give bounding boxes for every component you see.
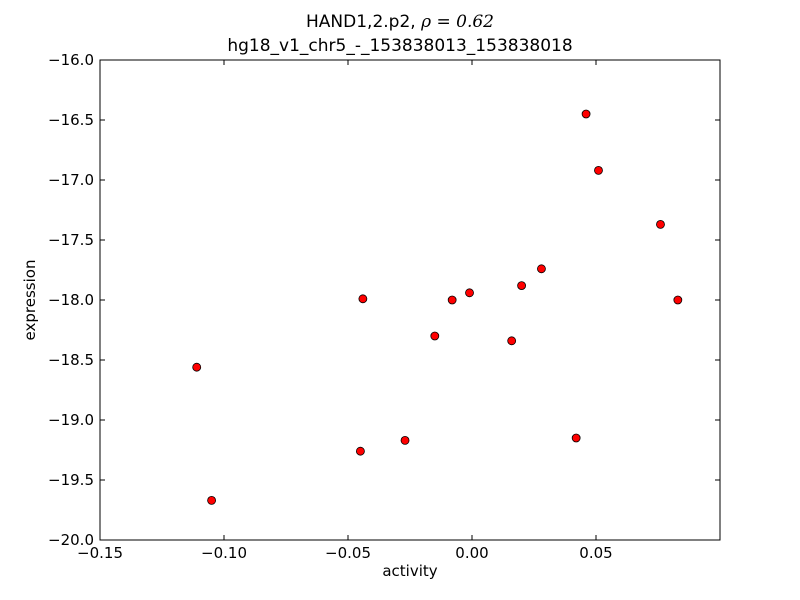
x-tick-label: −0.15: [77, 544, 123, 562]
chart-title-rho: ρ = 0.62: [421, 12, 494, 32]
chart-title-text: HAND1,2.p2,: [306, 12, 422, 32]
plot-frame: [99, 59, 721, 541]
x-tick-label: 0.05: [579, 544, 612, 562]
data-point: [207, 495, 217, 505]
data-point: [673, 295, 683, 305]
data-point: [517, 281, 526, 291]
data-point: [581, 109, 591, 119]
x-tick-label: −0.10: [201, 544, 247, 562]
chart-title-line2: hg18_v1_chr5_-_153838013_153838018: [227, 36, 573, 56]
y-tick-label: −18.0: [48, 291, 94, 309]
data-point: [507, 336, 517, 346]
data-point: [400, 435, 410, 445]
data-point: [355, 446, 365, 456]
data-point: [656, 219, 665, 229]
data-point: [465, 288, 474, 298]
data-point: [594, 165, 603, 175]
y-tick-label: −16.5: [48, 111, 94, 129]
data-point: [537, 264, 546, 274]
chart-title-line1: HAND1,2.p2, ρ = 0.62: [0, 12, 800, 32]
y-tick-label: −17.0: [48, 171, 94, 189]
data-point: [571, 433, 581, 443]
y-axis-label: expression: [21, 259, 39, 341]
x-axis-label: activity: [382, 562, 438, 580]
y-tick-label: −17.5: [48, 231, 94, 249]
y-tick-label: −19.0: [48, 411, 94, 429]
data-point: [192, 362, 202, 372]
x-tick-label: 0.00: [455, 544, 488, 562]
data-point: [430, 331, 440, 341]
y-tick-label: −19.5: [48, 471, 94, 489]
data-point: [358, 294, 368, 304]
y-tick-label: −20.0: [48, 531, 94, 549]
x-tick-label: −0.05: [325, 544, 371, 562]
y-tick-label: −18.5: [48, 351, 94, 369]
data-point: [447, 295, 457, 305]
y-tick-label: −16.0: [48, 51, 94, 69]
